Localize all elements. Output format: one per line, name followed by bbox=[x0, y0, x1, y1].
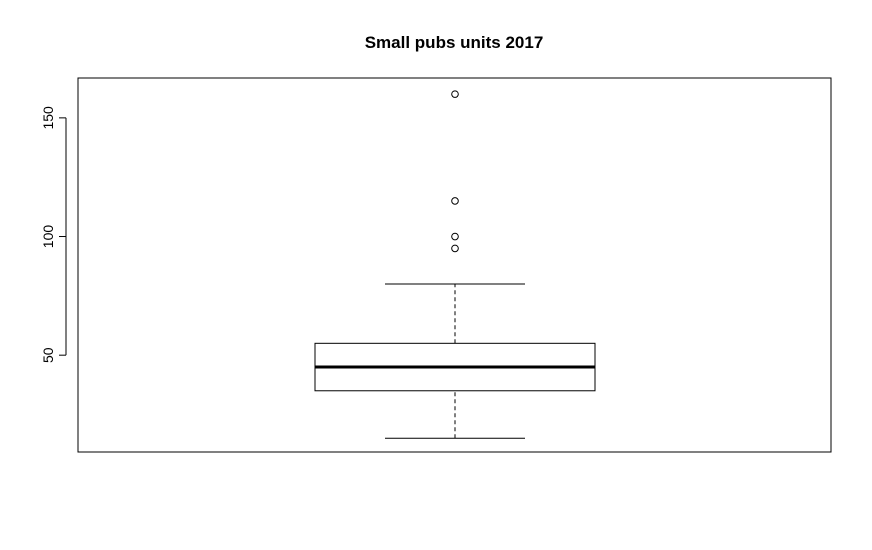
plot-frame bbox=[77, 77, 832, 453]
y-tick-label: 150 bbox=[40, 106, 56, 130]
outlier-point bbox=[451, 90, 459, 98]
outlier-point bbox=[451, 197, 459, 205]
outlier-point bbox=[451, 232, 459, 241]
boxplot bbox=[314, 90, 596, 439]
y-tick-label: 100 bbox=[40, 225, 56, 249]
chart-title: Small pubs units 2017 bbox=[365, 33, 544, 52]
y-axis: 50 100 150 bbox=[40, 106, 67, 363]
outlier-point bbox=[451, 244, 459, 253]
y-tick-label: 50 bbox=[40, 347, 56, 363]
